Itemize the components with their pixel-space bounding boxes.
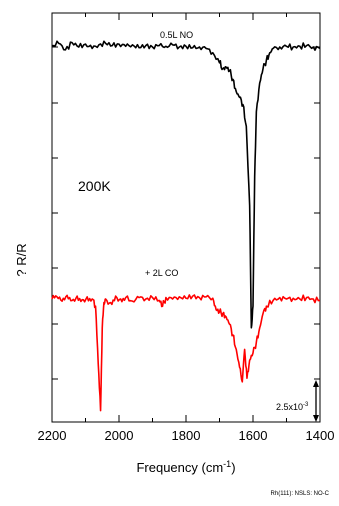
x-tick-label: 1600 [239, 428, 268, 443]
x-tick-label: 1800 [172, 428, 201, 443]
bottom-trace-label: + 2L CO [145, 268, 178, 278]
trace-no-co [51, 294, 321, 412]
x-tick-label: 2000 [105, 428, 134, 443]
x-axis-label-close: ) [231, 460, 235, 475]
x-axis-label-sup: -1 [223, 459, 231, 469]
x-axis-label: Frequency (cm-1) [136, 459, 235, 475]
plot-frame [51, 12, 321, 423]
x-tick-labels: 2200 2000 1800 1600 1400 [38, 428, 335, 443]
traces [51, 40, 321, 412]
trace-no [51, 40, 321, 329]
footer-note: Rh(111): NSLS: NO-C [271, 491, 330, 497]
x-axis-label-text: Frequency (cm [136, 460, 223, 475]
axis-ticks [51, 13, 321, 422]
scale-bar [313, 380, 319, 422]
scale-bar-label: 2.5x10-3 [276, 402, 309, 412]
y-axis-label: ? R/R [14, 243, 29, 276]
scale-bar-exp: -3 [303, 402, 309, 408]
temperature-label: 200K [78, 178, 111, 194]
top-trace-label: 0.5L NO [160, 30, 193, 40]
x-tick-label: 2200 [38, 428, 67, 443]
scale-bar-base: 2.5x10 [276, 402, 303, 412]
x-tick-label: 1400 [306, 428, 335, 443]
